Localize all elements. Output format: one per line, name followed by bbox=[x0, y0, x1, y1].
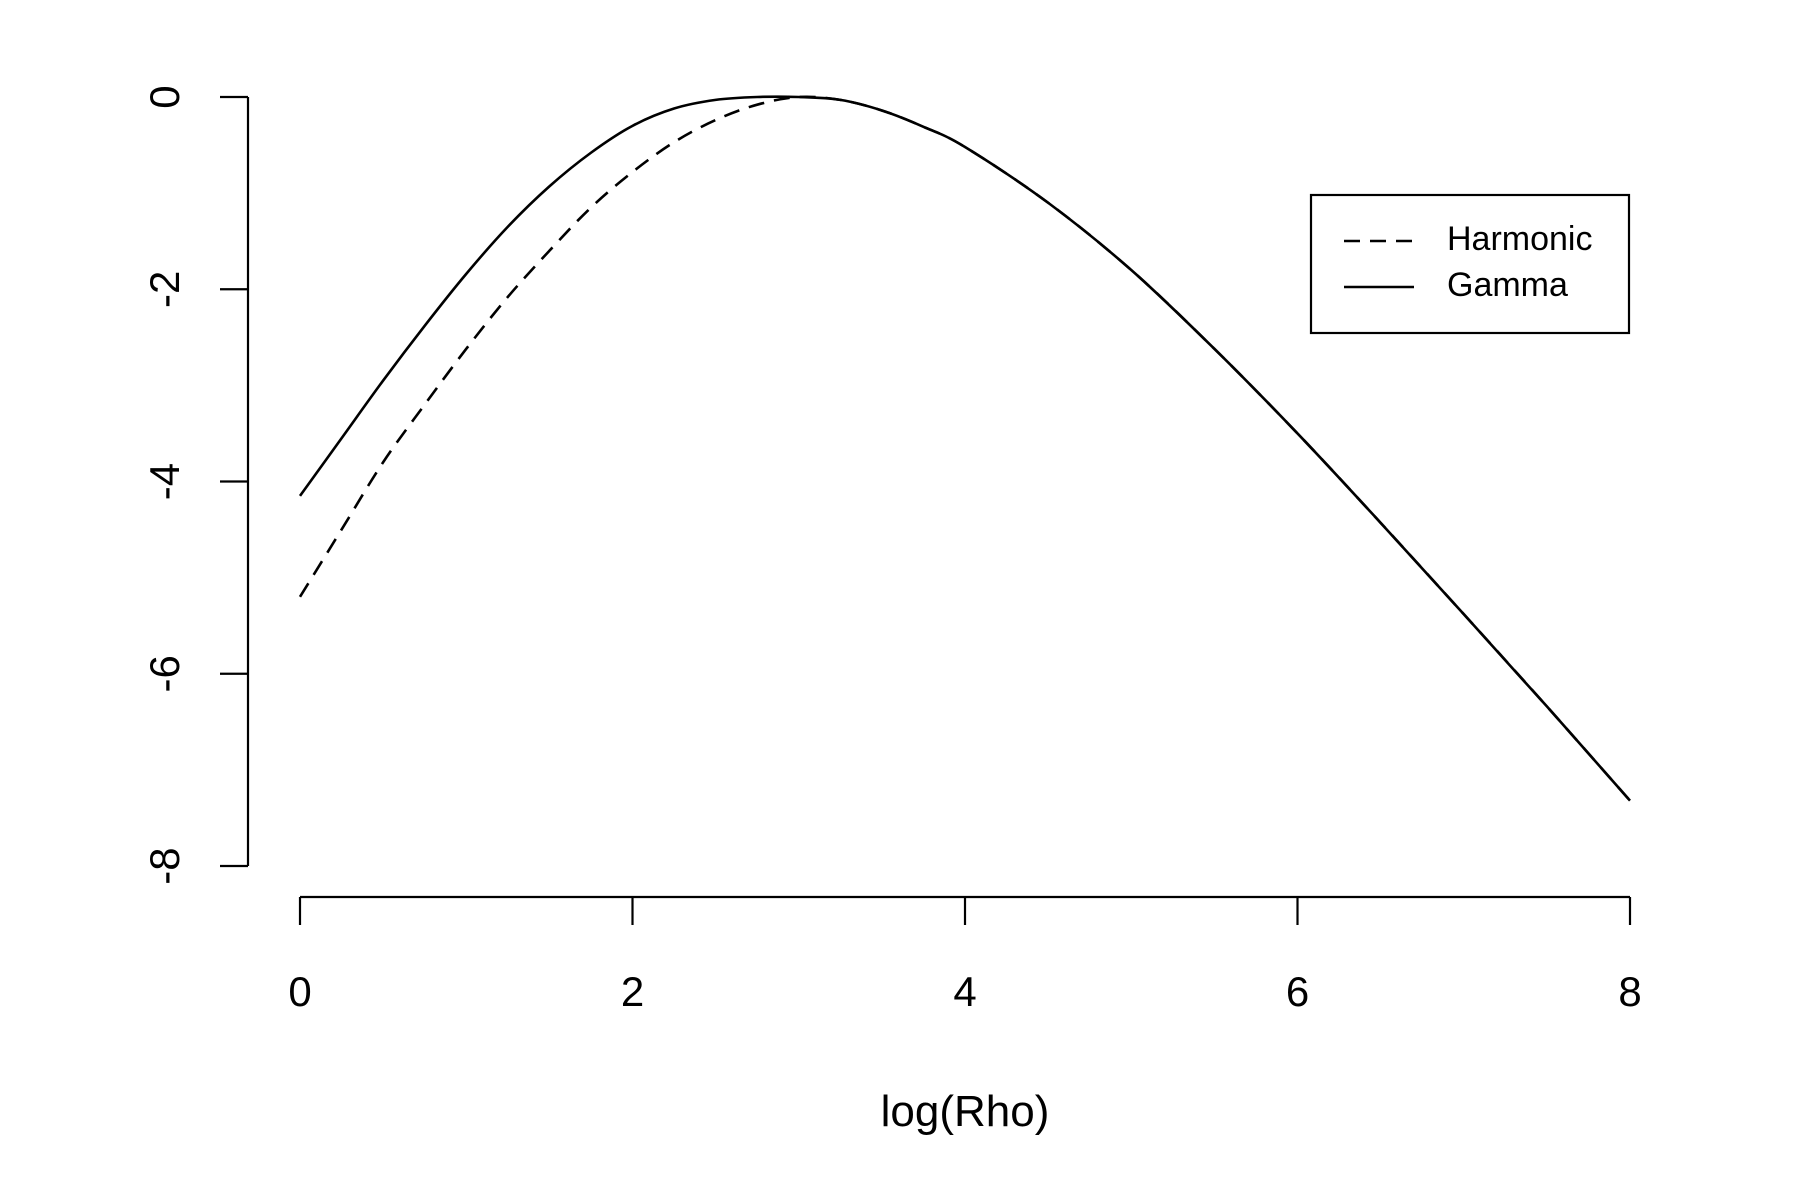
x-axis: 0 2 4 6 8 bbox=[288, 895, 1642, 1015]
x-axis-title: log(Rho) bbox=[881, 1087, 1050, 1136]
legend-label-harmonic: Harmonic bbox=[1447, 220, 1592, 258]
y-tick-label: -8 bbox=[141, 847, 188, 884]
series-line-gamma bbox=[298, 95, 1631, 802]
legend-label-gamma: Gamma bbox=[1447, 266, 1568, 304]
y-tick-label: -4 bbox=[141, 463, 188, 500]
x-tick-label: 4 bbox=[953, 968, 976, 1015]
y-tick-label: -2 bbox=[141, 271, 188, 308]
y-tick-label: -6 bbox=[141, 655, 188, 692]
legend: Harmonic Gamma bbox=[1309, 193, 1631, 335]
y-axis: 0 -2 -4 -6 -8 bbox=[141, 85, 250, 885]
y-tick-label: 0 bbox=[141, 85, 188, 108]
legend-box bbox=[1309, 193, 1631, 335]
series-layer bbox=[298, 95, 1631, 802]
x-tick-label: 8 bbox=[1618, 968, 1641, 1015]
x-tick-label: 2 bbox=[621, 968, 644, 1015]
x-tick-label: 6 bbox=[1286, 968, 1309, 1015]
x-tick-label: 0 bbox=[288, 968, 311, 1015]
